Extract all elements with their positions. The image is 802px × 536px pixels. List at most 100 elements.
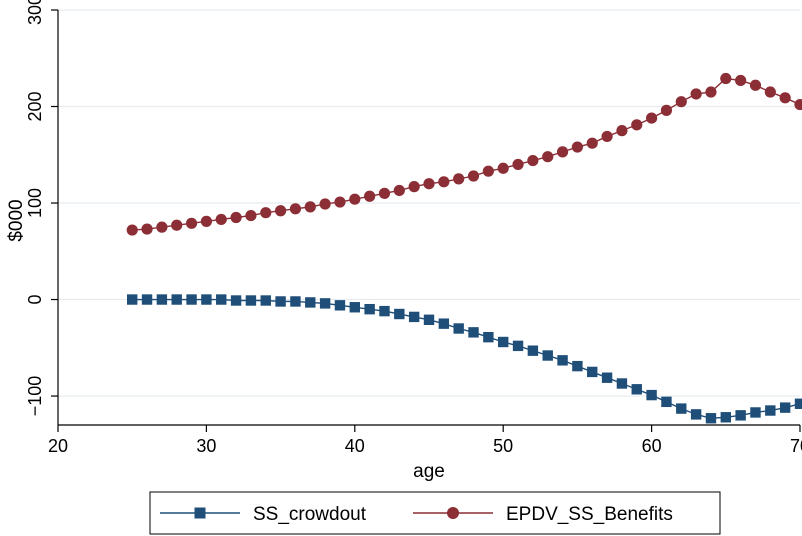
data-point-circle: [275, 205, 287, 217]
data-point-circle: [200, 215, 212, 227]
series-layer: [126, 72, 802, 424]
data-point-circle: [467, 170, 480, 182]
x-tick-label: 60: [642, 436, 662, 456]
data-point-square: [527, 345, 539, 356]
data-point-circle: [334, 196, 346, 208]
data-point-square: [676, 403, 687, 414]
data-point-square: [334, 300, 346, 311]
data-point-square: [765, 405, 776, 416]
axes: −100 0 100 200 300 20 30 40 50 60 70: [25, 0, 802, 456]
data-point-circle: [482, 165, 494, 177]
data-point-circle: [393, 184, 405, 197]
data-point-circle: [126, 224, 138, 236]
data-point-circle: [646, 112, 658, 124]
data-point-square: [423, 314, 435, 326]
data-point-circle: [185, 217, 198, 229]
data-point-square: [453, 323, 464, 334]
x-axis-title: age: [413, 461, 445, 482]
legend: SS_crowdout EPDV_SS_Benefits: [149, 491, 721, 535]
x-tick-label: 30: [196, 436, 216, 456]
data-point-square: [572, 360, 583, 372]
data-point-square: [601, 372, 613, 383]
data-point-square: [779, 402, 791, 413]
series-line-EPDV_SS_Benefits: [132, 77, 801, 231]
data-point-circle: [601, 130, 613, 143]
data-point-circle: [364, 190, 376, 202]
data-point-circle: [289, 203, 302, 215]
data-point-circle: [141, 223, 153, 235]
data-point-square: [305, 297, 316, 308]
data-point-square: [512, 340, 524, 352]
legend-item-SS_crowdout: SS_crowdout: [160, 504, 367, 525]
legend-item-EPDV_SS_Benefits: EPDV_SS_Benefits: [413, 504, 673, 525]
data-point-square: [394, 308, 405, 320]
data-point-circle: [794, 98, 802, 111]
data-point-square: [542, 350, 553, 361]
x-tick-label: 40: [345, 436, 365, 456]
legend-label: SS_crowdout: [253, 504, 367, 525]
data-point-circle: [453, 173, 465, 185]
data-point-circle: [556, 146, 569, 158]
data-point-square: [794, 398, 802, 409]
data-point-square: [349, 302, 360, 313]
data-point-circle: [735, 74, 747, 87]
data-point-square: [705, 413, 717, 424]
data-point-circle: [319, 198, 331, 210]
x-tick-label: 20: [48, 436, 68, 456]
legend-marker-circle: [447, 507, 459, 519]
data-point-square: [498, 336, 509, 348]
legend-label: EPDV_SS_Benefits: [506, 504, 673, 525]
data-point-square: [616, 378, 628, 389]
legend-marker-square: [194, 507, 206, 519]
data-point-circle: [616, 125, 628, 137]
data-point-square: [468, 327, 479, 338]
data-point-circle: [631, 119, 643, 131]
data-point-square: [216, 294, 227, 305]
y-tick-label: 100: [25, 188, 45, 218]
data-point-circle: [378, 187, 391, 199]
data-point-circle: [512, 158, 524, 171]
data-point-circle: [245, 209, 257, 222]
data-point-circle: [423, 178, 435, 190]
data-point-circle: [304, 201, 316, 213]
data-point-circle: [779, 92, 791, 104]
y-axis-title: $000: [6, 199, 27, 241]
data-point-square: [379, 305, 390, 317]
data-point-square: [230, 295, 242, 306]
data-point-circle: [349, 193, 361, 205]
series-EPDV_SS_Benefits: [126, 72, 802, 236]
y-tick-label: −100: [25, 376, 45, 417]
data-point-square: [201, 294, 212, 305]
data-point-circle: [230, 211, 242, 224]
data-point-square: [127, 294, 138, 305]
data-point-square: [171, 294, 182, 305]
data-point-square: [557, 355, 568, 366]
y-tick-label: 0: [25, 295, 45, 305]
data-point-circle: [260, 207, 272, 219]
data-point-square: [587, 366, 598, 378]
series-line-SS_crowdout: [132, 298, 801, 419]
data-point-square: [260, 295, 271, 306]
data-point-circle: [749, 79, 762, 91]
data-point-circle: [497, 162, 509, 174]
data-point-square: [438, 318, 450, 329]
data-point-square: [319, 298, 331, 309]
data-point-square: [275, 296, 286, 307]
data-point-circle: [156, 221, 168, 233]
x-tick-label: 50: [493, 436, 513, 456]
data-point-circle: [675, 96, 687, 108]
data-point-square: [141, 294, 153, 305]
data-point-square: [408, 311, 420, 323]
data-point-square: [186, 294, 197, 305]
data-point-circle: [215, 213, 227, 226]
data-point-circle: [660, 104, 673, 116]
data-point-circle: [586, 137, 598, 149]
data-point-square: [631, 384, 642, 395]
data-point-circle: [720, 72, 732, 85]
data-point-square: [156, 294, 168, 305]
series-SS_crowdout: [127, 294, 802, 424]
data-point-circle: [527, 154, 539, 167]
data-point-square: [245, 295, 257, 306]
